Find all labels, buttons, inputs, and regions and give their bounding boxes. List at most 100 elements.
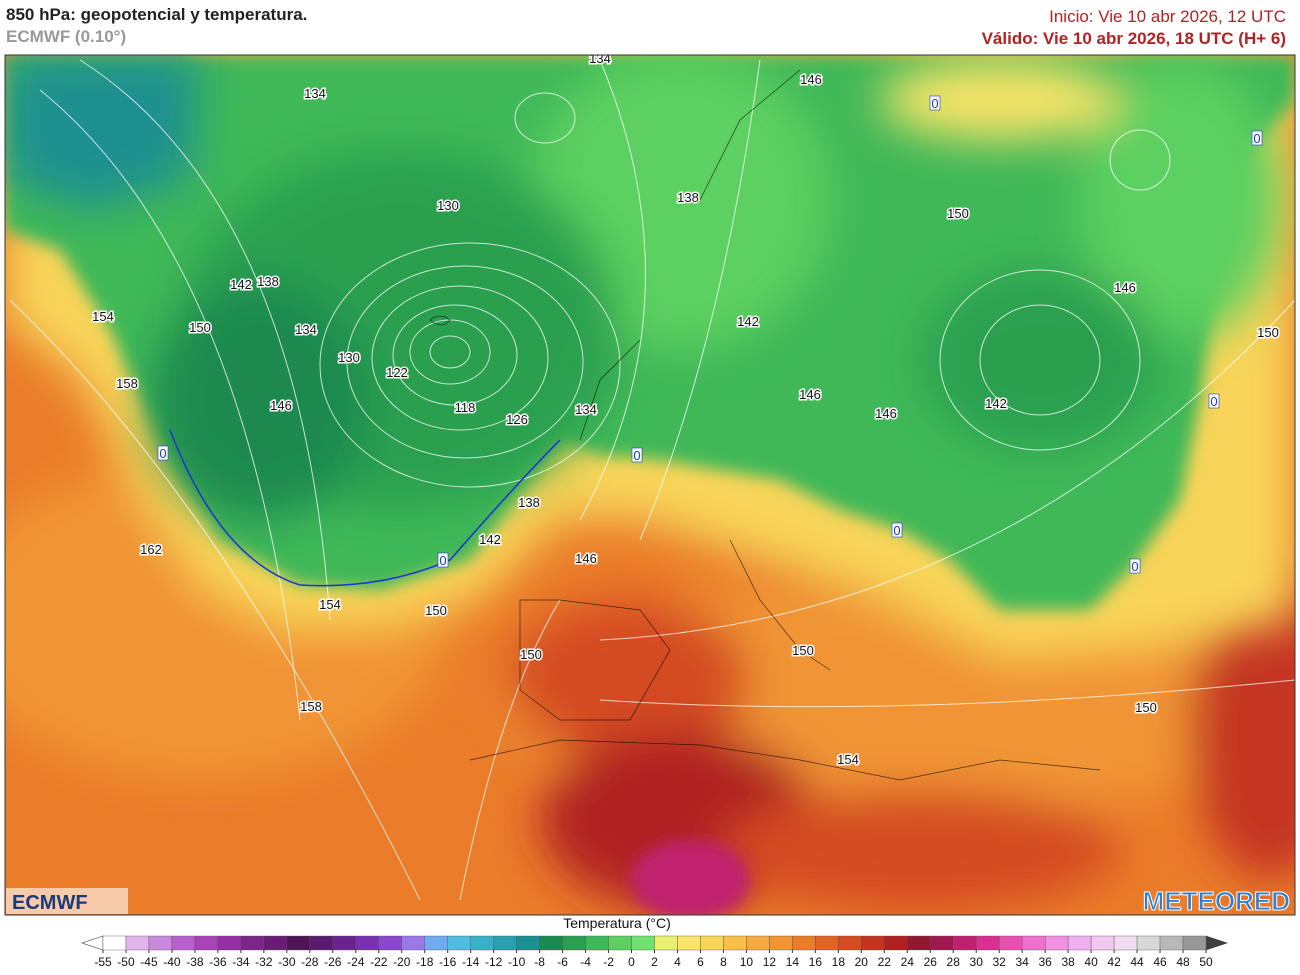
color-swatch [125,935,150,951]
isotherm-label-box [1251,130,1263,146]
ecmwf-logo-text: ECMWF [12,892,88,914]
colorbar-tick-label: -20 [393,955,411,969]
color-swatch [194,935,219,951]
colorbar-tick-label: 24 [901,955,915,969]
geopotential-label: 142 [479,532,501,547]
isotherm-label: 0 [159,446,166,461]
color-swatch [355,935,379,951]
colorbar-tick-label: 34 [1015,955,1029,969]
color-swatch [171,935,196,951]
colorbar-tick-label: -14 [462,955,480,969]
geopotential-label: 154 [319,597,341,612]
colorbar: -55 -50 -45 -40 -38 -36 -34 -32 -30 -28 -26 -24 -22-… [81,935,1228,969]
colorbar-tick-label: 30 [970,955,984,969]
colorbar-tick-label: -50 [117,955,135,969]
geopotential-label: 118 [455,400,476,415]
geopotential-label: 162 [140,542,162,557]
colorbar-tick-label: 16 [809,955,823,969]
isotherm-label-box [157,445,169,461]
geopotential-label: 126 [506,412,528,427]
colorbar-tick-label: -2 [603,955,614,969]
color-swatch [240,935,265,951]
geopotential-label: 150 [1257,325,1279,340]
geopotential-label: 134 [575,402,597,417]
isotherm-label: 0 [1131,559,1138,574]
colorbar-tick-label: -22 [370,955,388,969]
color-swatch [424,935,448,951]
isotherm-label: 0 [1210,394,1217,409]
geopotential-label: 142 [230,277,252,292]
geopotential-label: 142 [985,396,1007,411]
colorbar-tick-label: -36 [209,955,227,969]
color-swatch [792,935,816,951]
color-swatch [1136,935,1161,951]
color-swatch [861,935,885,951]
color-swatch [470,935,494,951]
isotherm-label: 0 [439,553,446,568]
geopotential-label: 138 [518,495,540,510]
colorbar-tick-label: -32 [255,955,273,969]
colorbar-tick-label: 36 [1038,955,1052,969]
colorbar-tick-label: 20 [855,955,869,969]
color-swatch [217,935,242,951]
color-swatch [309,935,333,951]
geopotential-label: 150 [1135,700,1157,715]
colorbar-tick-label: -8 [534,955,545,969]
title: 850 hPa: geopotencial y temperatura. [6,5,307,24]
color-swatch [516,935,540,951]
geopotential-label: 158 [116,376,138,391]
colorbar-tick-label: 12 [763,955,777,969]
geopotential-label: 150 [520,647,542,662]
colorbar-tick-label: 46 [1153,955,1167,969]
isotherm-label-box [1129,558,1141,574]
color-swatch [608,935,632,951]
colorbar-tick-label: -16 [439,955,457,969]
colorbar-tick-label: 18 [832,955,846,969]
isotherm-label-box [891,522,903,538]
geopotential-label: 154 [837,752,859,767]
color-swatch [1044,935,1069,951]
isotherm-label-box [631,447,643,463]
colorbar-tick-label: 48 [1176,955,1190,969]
geopotential-label: 142 [737,314,759,329]
isotherm-label: 0 [893,523,900,538]
geopotential-label: 138 [677,190,699,205]
map: 134 134 146 0 0 138 130 150 142 138 146 154 150 134 14… [5,51,1295,915]
geopotential-label: 134 [295,322,317,337]
colorbar-tick-label: -30 [278,955,296,969]
colorbar-tick-label: 2 [651,955,658,969]
isotherm-label-box [929,95,941,111]
colorbar-tick-label: -40 [163,955,181,969]
color-swatch [585,935,609,951]
geopotential-label: 150 [425,603,447,618]
colorbar-tick-label: -10 [508,955,526,969]
geopotential-label: 134 [589,51,611,66]
color-swatch [907,935,931,951]
geopotential-label: 150 [189,320,211,335]
colorbar-tick-label: -4 [580,955,591,969]
colorbar-tick-label: 32 [993,955,1007,969]
colorbar-tick-label: -34 [232,955,250,969]
color-swatch [746,935,770,951]
color-swatch [838,935,862,951]
color-swatch [723,935,747,951]
color-swatch [332,935,356,951]
color-swatch [286,935,311,951]
color-swatch [562,935,586,951]
init-time: Inicio: Vie 10 abr 2026, 12 UTC [1049,7,1286,26]
valid-time: Válido: Vie 10 abr 2026, 18 UTC (H+ 6) [982,29,1286,48]
geopotential-label: 158 [300,699,322,714]
color-swatch [998,935,1023,951]
geopotential-label: 130 [437,198,459,213]
geopotential-label: 146 [875,406,897,421]
color-swatch [401,935,425,951]
colorbar-tick-label: 22 [878,955,892,969]
colorbar-label: Temperatura (°C) [563,915,671,931]
colorbar-tick-label: -38 [186,955,204,969]
color-swatch [1113,935,1138,951]
geopotential-label: 134 [304,86,326,101]
color-swatch [654,935,678,951]
color-swatch [1159,935,1184,951]
color-swatch [493,935,517,951]
colorbar-tick-label: 44 [1130,955,1144,969]
